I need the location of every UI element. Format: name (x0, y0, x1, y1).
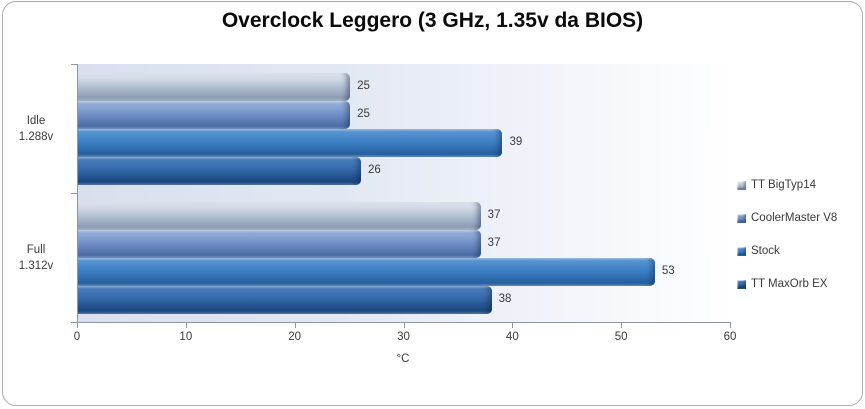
bar-value-label: 37 (487, 208, 501, 221)
category-label-line: 1.288v (18, 130, 54, 143)
category-axis-tick (71, 322, 77, 323)
legend-label: TT MaxOrb EX (751, 278, 828, 290)
bar-coolermaster-v8 (78, 100, 351, 129)
legend-label: CoolerMaster V8 (751, 212, 838, 224)
legend-label: TT BigTyp14 (751, 179, 816, 191)
category-label: Idle 1.288v (4, 113, 68, 145)
bar-tt-bigtyp14 (78, 72, 351, 101)
x-axis-title: °C (396, 353, 410, 365)
legend-swatch (737, 180, 746, 190)
bar-coolermaster-v8 (78, 229, 481, 258)
x-axis-tick-label: 50 (614, 331, 628, 343)
x-axis-tick (77, 323, 78, 328)
x-axis-tick (403, 323, 405, 328)
bar-value-label: 38 (498, 292, 512, 305)
x-axis-tick (294, 323, 296, 328)
category-label-line: Full (26, 243, 46, 256)
category-label-line: Idle (26, 114, 46, 127)
bar-stock (78, 257, 655, 286)
bar-value-label: 37 (487, 236, 501, 249)
bar-tt-maxorb-ex (78, 285, 492, 314)
x-axis-tick (185, 323, 187, 328)
bar-value-label: 53 (661, 264, 675, 277)
x-axis-tick-label: 30 (397, 331, 410, 343)
legend-item: TT MaxOrb EX (737, 276, 837, 292)
x-axis-tick-label: 20 (288, 331, 302, 343)
bar-value-label: 39 (509, 135, 523, 148)
category-axis-tick (71, 193, 77, 194)
bar-value-label: 25 (357, 79, 370, 92)
category-label: Full 1.312v (4, 242, 68, 274)
x-axis-tick-label: 10 (179, 331, 193, 343)
category-label-line: 1.312v (18, 259, 54, 272)
chart-title: Overclock Leggero (3 GHz, 1.35v da BIOS) (221, 9, 644, 32)
x-axis-tick-label: 60 (723, 331, 737, 343)
bar-tt-bigtyp14 (78, 201, 481, 230)
legend-swatch (737, 213, 746, 223)
legend-label: Stock (751, 245, 780, 257)
bar-value-label: 26 (367, 163, 381, 176)
legend: TT BigTyp14 CoolerMaster V8 Stock TT MaxOrb… (737, 177, 837, 309)
legend-swatch (737, 246, 746, 256)
x-axis-tick (512, 323, 514, 328)
bar-stock (78, 128, 503, 157)
x-axis-tick (730, 323, 731, 328)
bar-tt-maxorb-ex (78, 156, 361, 185)
bar-value-label: 25 (357, 107, 370, 120)
x-axis-tick-label: 0 (73, 331, 81, 343)
x-axis-tick-label: 40 (505, 331, 519, 343)
category-axis-tick (71, 64, 77, 65)
legend-item: Stock (737, 243, 837, 259)
legend-item: CoolerMaster V8 (737, 210, 837, 226)
legend-swatch (737, 279, 746, 289)
x-axis-tick (621, 323, 623, 328)
legend-item: TT BigTyp14 (737, 177, 837, 193)
